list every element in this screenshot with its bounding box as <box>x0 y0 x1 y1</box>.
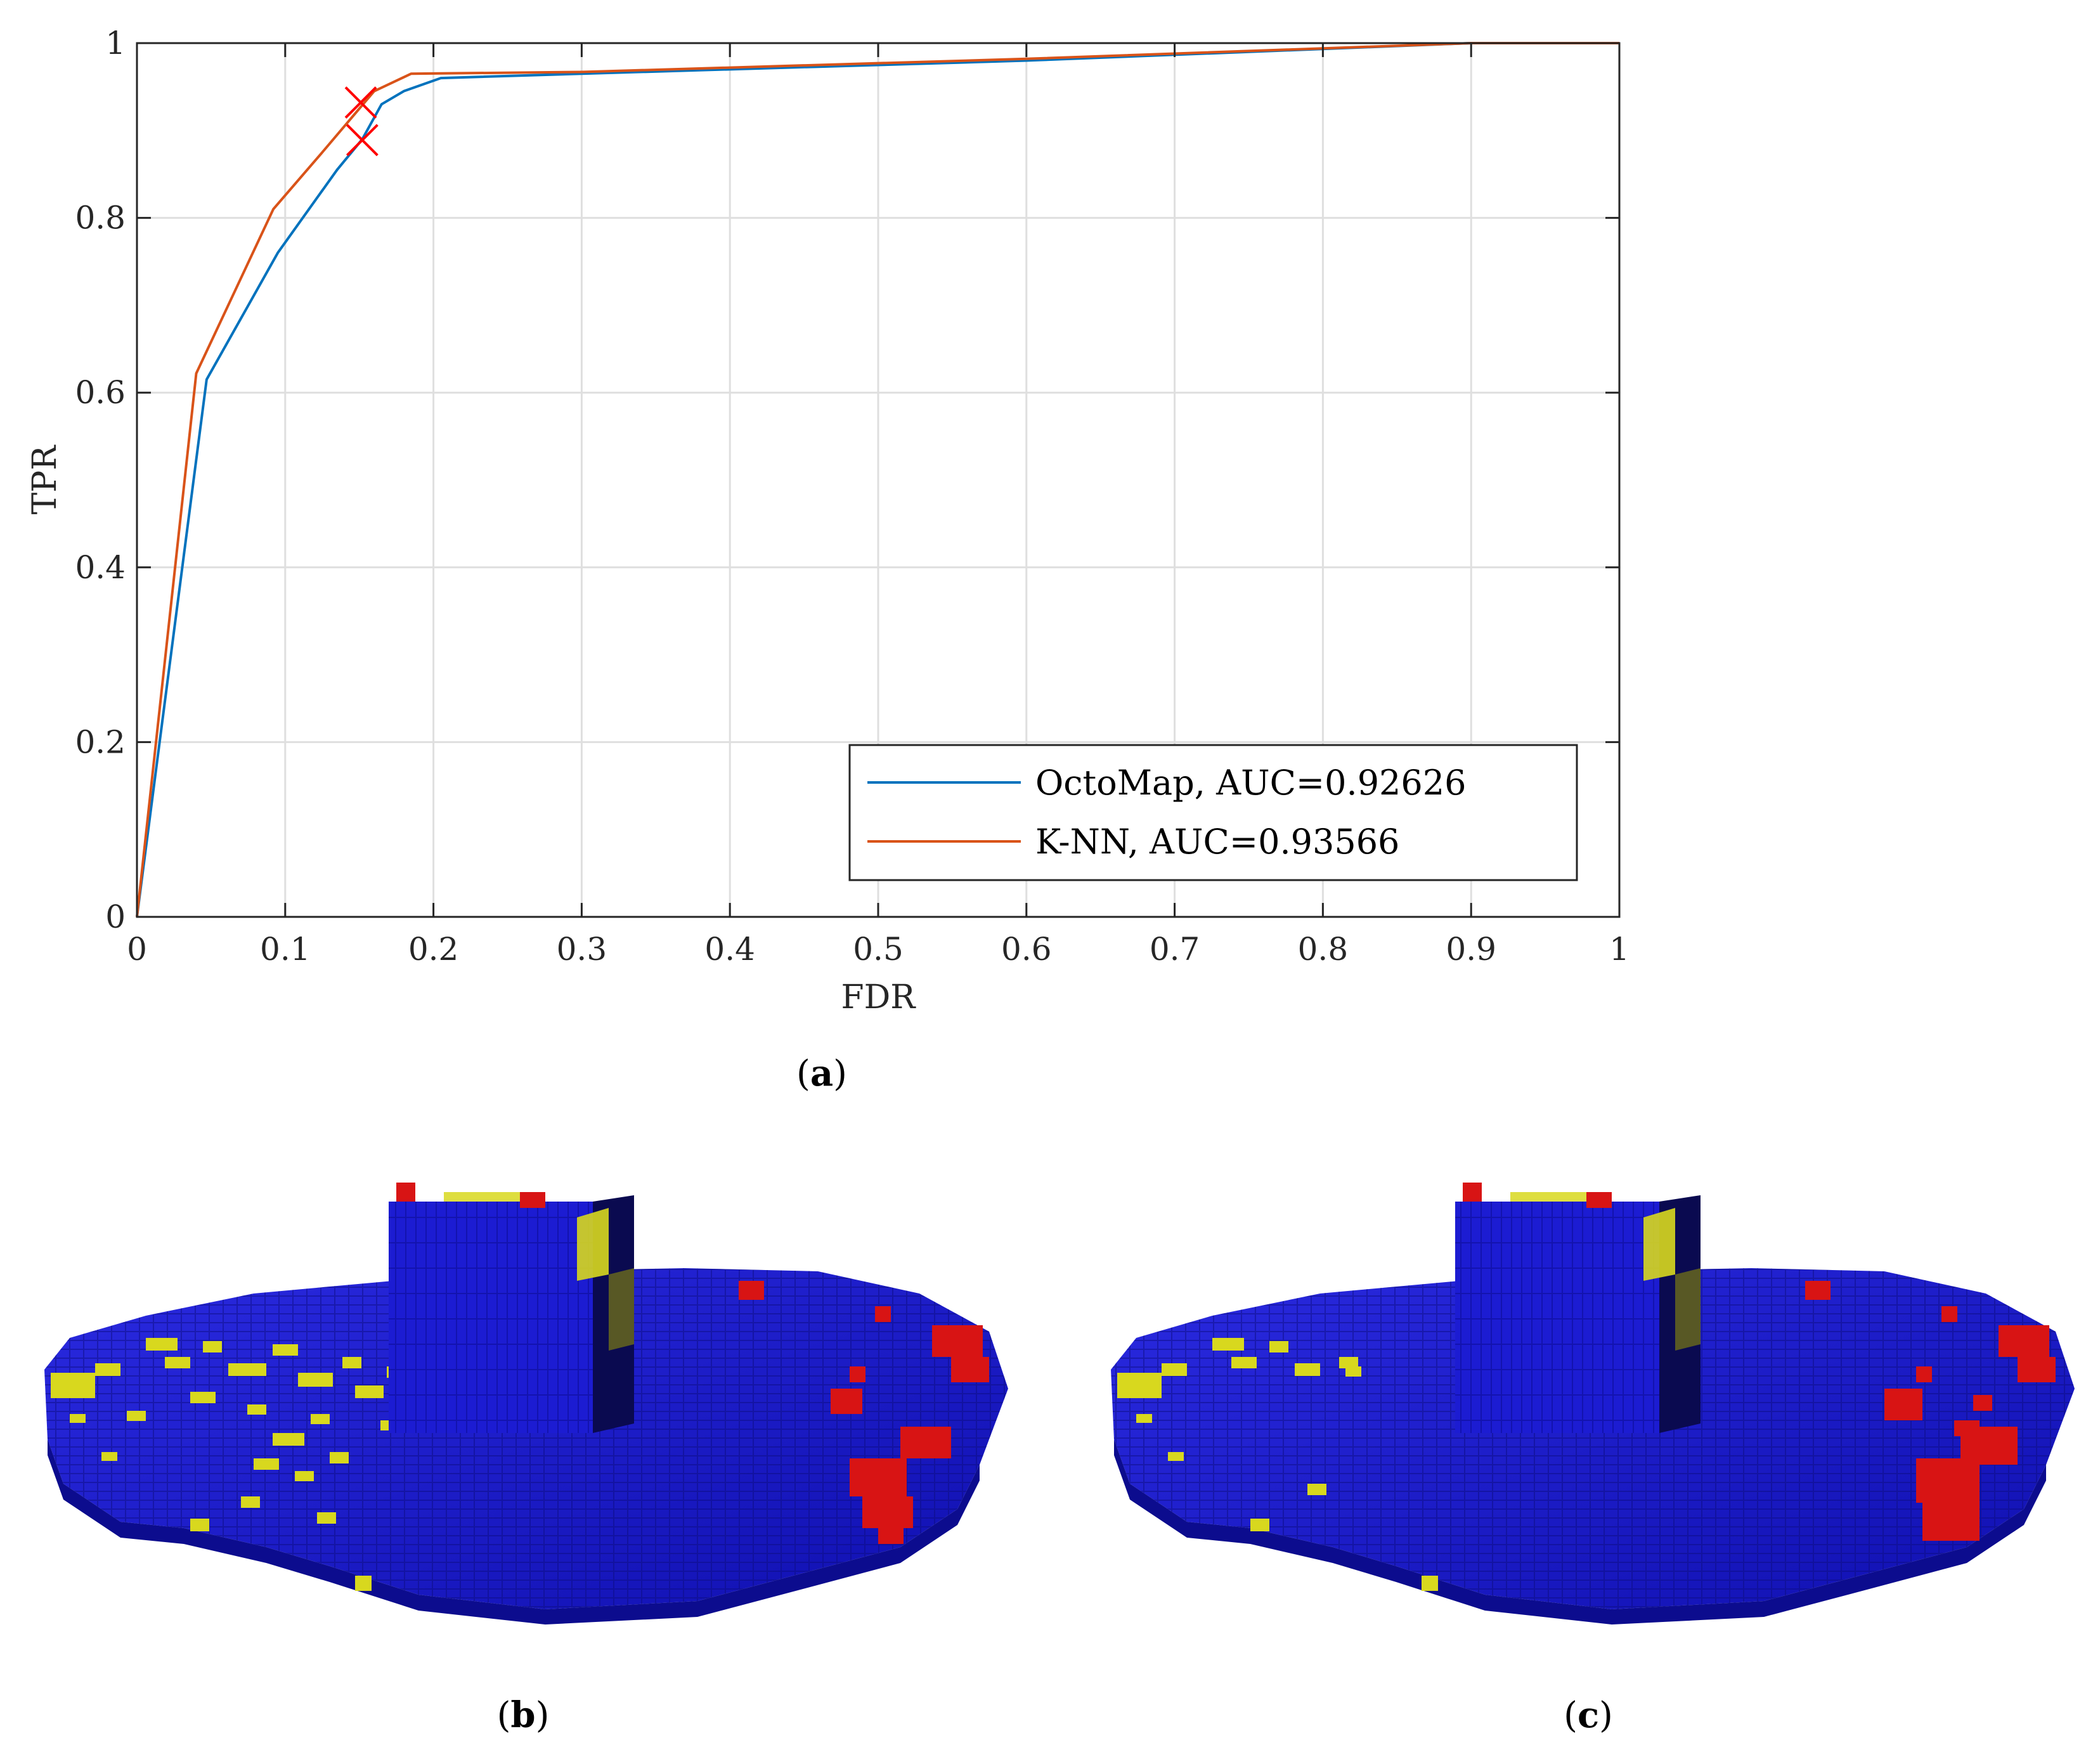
y-tick-label: 0.6 <box>75 374 126 411</box>
caption-b: (b) <box>497 1694 550 1736</box>
x-tick-label: 0.2 <box>408 931 459 968</box>
x-tick-label: 0.6 <box>1001 931 1052 968</box>
voxel-render-c: (c) <box>1111 1183 2075 1736</box>
y-tick-label: 0.4 <box>75 549 126 586</box>
x-tick-label: 0.9 <box>1446 931 1496 968</box>
caption-c: (c) <box>1564 1694 1613 1736</box>
yellow-voxels <box>1117 1338 1438 1591</box>
x-tick-label: 0.4 <box>704 931 755 968</box>
y-tick-labels: 0 0.2 0.4 0.6 0.8 1 <box>75 25 126 935</box>
legend-box <box>848 744 1578 881</box>
axis-ticks <box>136 42 1621 918</box>
x-tick-label: 0.1 <box>260 931 311 968</box>
x-tick-label: 1 <box>1609 931 1630 968</box>
x-axis-label: FDR <box>841 978 917 1016</box>
y-axis-label: TPR <box>26 444 64 515</box>
roc-chart: 0 0.1 0.2 0.3 0.4 0.5 0.6 0.7 0.8 0.9 1 0 0.2 0.4 0.6… <box>26 25 1630 1094</box>
operating-point-markers <box>344 86 379 157</box>
x-tick-label: 0.5 <box>853 931 904 968</box>
red-voxels <box>739 1281 989 1544</box>
y-tick-label: 0 <box>105 898 126 935</box>
x-tick-label: 0.7 <box>1150 931 1200 968</box>
red-voxels <box>1805 1281 2056 1541</box>
x-tick-label: 0.3 <box>557 931 607 968</box>
yellow-voxels <box>51 1338 406 1591</box>
operating-point-marker <box>346 124 379 157</box>
series-line-octomap <box>136 42 1619 918</box>
caption-a: (a) <box>796 1053 847 1094</box>
x-tick-labels: 0 0.1 0.2 0.3 0.4 0.5 0.6 0.7 0.8 0.9 1 <box>127 931 1630 968</box>
legend-label-octomap: OctoMap, AUC=0.92626 <box>1035 763 1466 803</box>
x-tick-label: 0 <box>127 931 147 968</box>
legend: OctoMap, AUC=0.92626 K-NN, AUC=0.93566 <box>848 744 1578 881</box>
x-tick-label: 0.8 <box>1298 931 1349 968</box>
voxel-render-b: (b) <box>44 1183 1008 1736</box>
operating-point-marker <box>344 86 377 119</box>
y-tick-label: 0.8 <box>75 200 126 237</box>
y-tick-label: 0.2 <box>75 723 126 760</box>
y-tick-label: 1 <box>105 25 126 62</box>
legend-label-knn: K-NN, AUC=0.93566 <box>1035 822 1399 862</box>
